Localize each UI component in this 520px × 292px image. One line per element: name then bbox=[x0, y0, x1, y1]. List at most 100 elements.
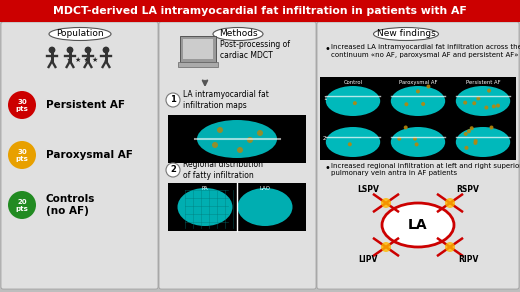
Ellipse shape bbox=[456, 86, 510, 116]
FancyBboxPatch shape bbox=[386, 119, 450, 159]
Circle shape bbox=[470, 126, 474, 130]
Circle shape bbox=[212, 142, 218, 148]
Circle shape bbox=[348, 142, 352, 146]
Circle shape bbox=[464, 146, 469, 150]
Circle shape bbox=[397, 137, 401, 141]
Ellipse shape bbox=[391, 86, 445, 116]
Circle shape bbox=[8, 141, 36, 169]
Circle shape bbox=[166, 93, 180, 107]
Ellipse shape bbox=[238, 188, 292, 226]
Text: LIPV: LIPV bbox=[358, 256, 378, 265]
Text: LA: LA bbox=[408, 218, 428, 232]
Ellipse shape bbox=[382, 203, 454, 247]
Circle shape bbox=[496, 104, 500, 107]
Text: 1: 1 bbox=[323, 95, 327, 100]
Circle shape bbox=[237, 147, 243, 153]
Text: RSPV: RSPV bbox=[457, 185, 479, 194]
FancyBboxPatch shape bbox=[317, 22, 519, 289]
FancyBboxPatch shape bbox=[321, 119, 385, 159]
Circle shape bbox=[381, 242, 391, 252]
Circle shape bbox=[487, 89, 491, 93]
Circle shape bbox=[67, 47, 73, 53]
Text: Increased regional infiltration at left and right superior
pulmonary vein antra : Increased regional infiltration at left … bbox=[331, 163, 520, 176]
Text: ★ ★ ★ ★: ★ ★ ★ ★ bbox=[62, 57, 98, 63]
Text: Methods: Methods bbox=[219, 29, 257, 39]
Text: Persistent AF: Persistent AF bbox=[466, 80, 500, 85]
Circle shape bbox=[489, 126, 493, 130]
Text: LA intramyocardial fat
infiltration maps: LA intramyocardial fat infiltration maps bbox=[183, 90, 269, 110]
Text: Controls
(no AF): Controls (no AF) bbox=[46, 194, 95, 216]
FancyBboxPatch shape bbox=[0, 0, 520, 22]
FancyBboxPatch shape bbox=[183, 39, 213, 59]
Circle shape bbox=[257, 130, 263, 136]
Text: 30
pts: 30 pts bbox=[16, 98, 29, 112]
Text: Post-processing of
cardiac MDCT: Post-processing of cardiac MDCT bbox=[220, 40, 290, 60]
Circle shape bbox=[8, 91, 36, 119]
FancyBboxPatch shape bbox=[159, 22, 316, 289]
Ellipse shape bbox=[373, 27, 438, 41]
Circle shape bbox=[48, 47, 56, 53]
Ellipse shape bbox=[49, 27, 111, 41]
Circle shape bbox=[247, 137, 253, 143]
Text: RIPV: RIPV bbox=[458, 256, 478, 265]
Circle shape bbox=[473, 141, 477, 145]
Text: Population: Population bbox=[56, 29, 104, 39]
Circle shape bbox=[413, 137, 417, 141]
Ellipse shape bbox=[326, 127, 380, 157]
Circle shape bbox=[467, 129, 471, 133]
FancyBboxPatch shape bbox=[451, 119, 515, 159]
Text: Persistent AF: Persistent AF bbox=[46, 100, 125, 110]
Circle shape bbox=[426, 84, 431, 88]
Text: PA: PA bbox=[202, 186, 209, 191]
Circle shape bbox=[217, 127, 223, 133]
Circle shape bbox=[353, 101, 357, 105]
Circle shape bbox=[485, 105, 488, 110]
Text: New findings: New findings bbox=[376, 29, 435, 39]
Text: 20
pts: 20 pts bbox=[16, 199, 29, 211]
Text: Paroxysmal AF: Paroxysmal AF bbox=[399, 80, 437, 85]
Circle shape bbox=[404, 126, 408, 129]
Circle shape bbox=[166, 163, 180, 177]
FancyBboxPatch shape bbox=[168, 115, 306, 163]
Circle shape bbox=[463, 101, 467, 105]
Text: 2: 2 bbox=[170, 166, 176, 175]
Text: •: • bbox=[324, 44, 330, 54]
Circle shape bbox=[445, 242, 455, 252]
Ellipse shape bbox=[213, 27, 263, 41]
Circle shape bbox=[472, 101, 476, 105]
Circle shape bbox=[405, 102, 408, 106]
Ellipse shape bbox=[197, 120, 277, 158]
Text: •: • bbox=[324, 163, 330, 173]
Text: LAO: LAO bbox=[259, 186, 270, 191]
Circle shape bbox=[8, 191, 36, 219]
FancyBboxPatch shape bbox=[386, 78, 450, 118]
Text: Regional distribution
of fatty infiltration: Regional distribution of fatty infiltrat… bbox=[183, 160, 263, 180]
Circle shape bbox=[464, 132, 467, 136]
FancyBboxPatch shape bbox=[451, 78, 515, 118]
Circle shape bbox=[416, 89, 420, 93]
Text: Increased LA intramyocardial fat infiltration across the
continuum «no AF, parox: Increased LA intramyocardial fat infiltr… bbox=[331, 44, 520, 58]
FancyBboxPatch shape bbox=[1, 22, 158, 289]
Circle shape bbox=[476, 96, 480, 100]
Circle shape bbox=[85, 47, 92, 53]
Circle shape bbox=[492, 105, 496, 108]
Ellipse shape bbox=[391, 127, 445, 157]
Circle shape bbox=[421, 102, 425, 106]
Text: LSPV: LSPV bbox=[357, 185, 379, 194]
Text: Control: Control bbox=[344, 80, 362, 85]
FancyBboxPatch shape bbox=[178, 62, 218, 67]
FancyBboxPatch shape bbox=[320, 77, 516, 160]
FancyBboxPatch shape bbox=[168, 183, 306, 231]
Circle shape bbox=[474, 139, 478, 143]
Text: Paroxysmal AF: Paroxysmal AF bbox=[46, 150, 133, 160]
Text: 1: 1 bbox=[170, 95, 176, 105]
Ellipse shape bbox=[456, 127, 510, 157]
Circle shape bbox=[381, 198, 391, 208]
Circle shape bbox=[414, 142, 419, 146]
Circle shape bbox=[102, 47, 109, 53]
Text: MDCT-derived LA intramyocardial fat infiltration in patients with AF: MDCT-derived LA intramyocardial fat infi… bbox=[53, 6, 467, 16]
Ellipse shape bbox=[177, 188, 232, 226]
FancyBboxPatch shape bbox=[321, 78, 385, 118]
Circle shape bbox=[445, 198, 455, 208]
Text: 2: 2 bbox=[323, 136, 327, 142]
